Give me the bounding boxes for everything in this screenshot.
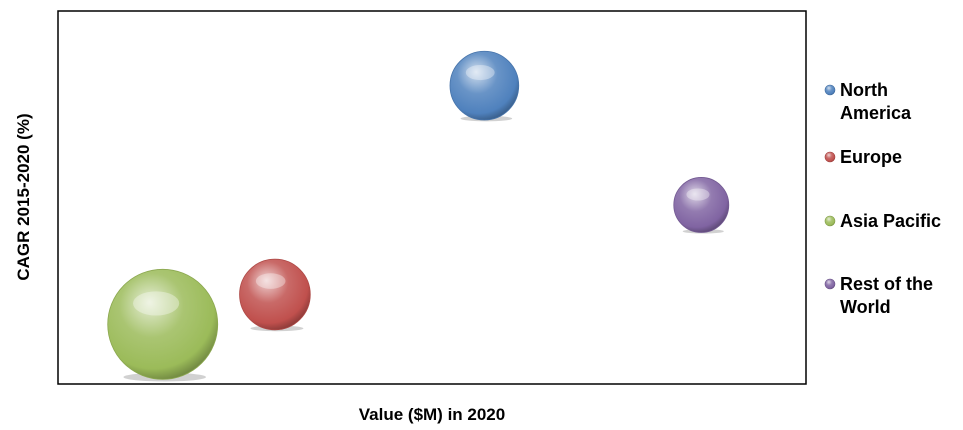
legend-marker-europe bbox=[824, 151, 836, 163]
bubble-highlight-north-america bbox=[465, 64, 495, 81]
y-axis-label: CAGR 2015-2020 (%) bbox=[14, 113, 33, 280]
bubble-layer bbox=[107, 50, 730, 382]
legend-marker-rest-of-the-world bbox=[824, 278, 836, 290]
bubble-highlight-europe bbox=[255, 273, 286, 289]
legend-item-europe: Europe bbox=[824, 147, 902, 167]
legend-label-north-america: North America bbox=[840, 80, 912, 123]
bubble-north-america bbox=[449, 50, 520, 121]
legend-item-asia-pacific: Asia Pacific bbox=[824, 211, 941, 231]
bubble-highlight-rest-of-the-world bbox=[686, 188, 710, 201]
legend-item-north-america: North America bbox=[824, 80, 912, 123]
bubble-rest-of-the-world bbox=[673, 177, 730, 233]
legend-item-rest-of-the-world: Rest of the World bbox=[824, 274, 933, 317]
legend-label-europe: Europe bbox=[840, 147, 902, 167]
bubble-highlight-asia-pacific bbox=[133, 291, 180, 316]
bubble-europe bbox=[239, 258, 311, 331]
legend-label-asia-pacific: Asia Pacific bbox=[840, 211, 941, 231]
legend-marker-north-america bbox=[824, 84, 836, 96]
bubble-asia-pacific bbox=[107, 268, 219, 380]
x-axis-label: Value ($M) in 2020 bbox=[359, 405, 505, 424]
legend-label-rest-of-the-world: Rest of the World bbox=[840, 274, 933, 317]
legend-marker-asia-pacific bbox=[824, 215, 836, 227]
legend: North America Europe Asia Pacific Rest of th… bbox=[824, 80, 941, 317]
